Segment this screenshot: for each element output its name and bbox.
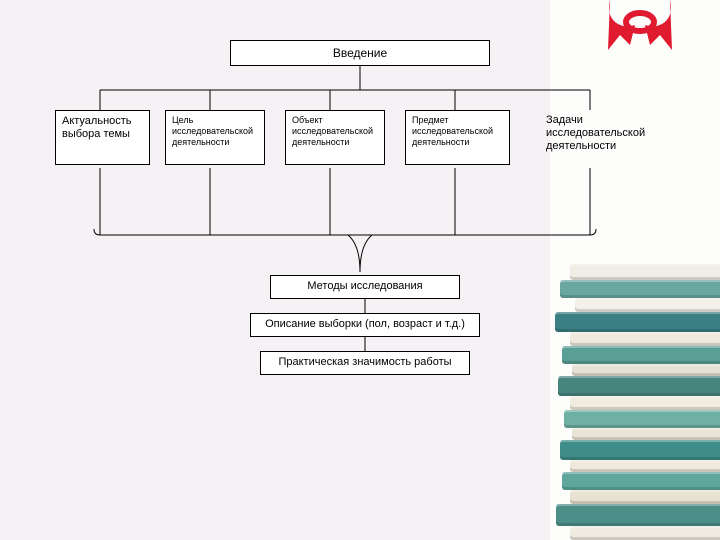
book-spine — [562, 472, 720, 490]
book-spine — [570, 332, 720, 346]
book-spine — [570, 460, 720, 472]
book-spine — [570, 490, 720, 504]
node-tasks: Задачи исследовательской деятельности — [540, 110, 660, 165]
book-spine — [570, 396, 720, 410]
book-stack — [550, 264, 720, 540]
book-spine — [555, 312, 720, 332]
book-spine — [572, 364, 720, 376]
node-goal: Цель исследовательской деятельности — [165, 110, 265, 165]
book-spine — [562, 346, 720, 364]
book-spine — [575, 298, 720, 312]
book-spine — [572, 428, 720, 440]
book-spine — [560, 280, 720, 298]
node-subject: Предмет исследовательской деятельности — [405, 110, 510, 165]
node-sample: Описание выборки (пол, возраст и т.д.) — [250, 313, 480, 337]
book-spine — [564, 410, 720, 428]
slide: Введение Актуальность выбора темы Цель исс… — [0, 0, 720, 540]
node-intro: Введение — [230, 40, 490, 66]
background-left — [0, 0, 560, 540]
book-spine — [570, 264, 720, 280]
node-methods: Методы исследования — [270, 275, 460, 299]
book-spine — [560, 440, 720, 460]
book-spine — [570, 526, 720, 540]
node-object: Объект исследовательской деятельности — [285, 110, 385, 165]
book-spine — [556, 504, 720, 526]
node-relevance: Актуальность выбора темы — [55, 110, 150, 165]
node-practical: Практическая значимость работы — [260, 351, 470, 375]
book-spine — [558, 376, 720, 396]
